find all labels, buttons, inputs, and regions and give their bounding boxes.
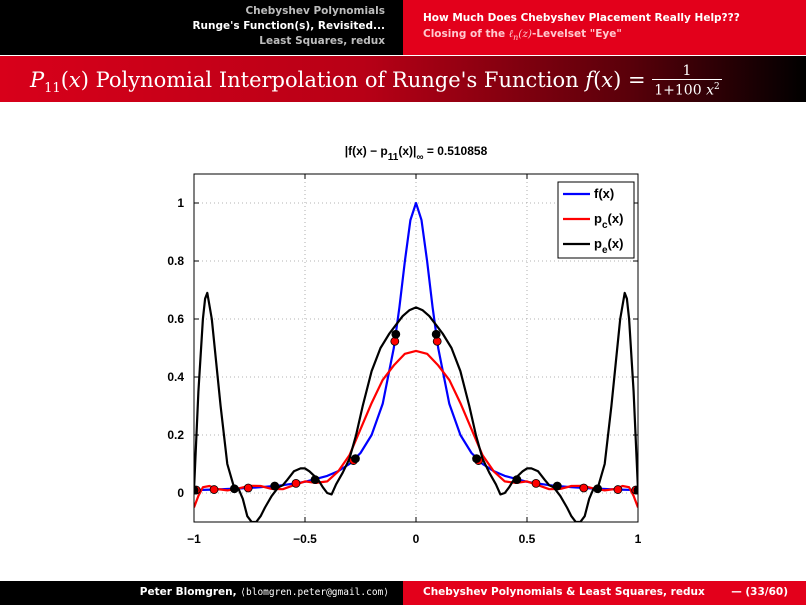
interpolation-node [531,479,541,488]
interpolation-node [593,484,603,494]
interpolation-node [310,475,320,485]
nav-item-chebyshev-polynomials[interactable]: Chebyshev Polynomials [245,5,385,17]
y-tick-label: 0 [177,486,184,500]
interpolation-node [291,479,301,488]
y-tick-label: 0.8 [167,254,184,268]
frame-title-bar: P11(x) Polynomial Interpolation of Runge… [0,56,806,102]
interpolation-node [552,481,562,491]
series-line [194,291,638,522]
footer-course-block: Chebyshev Polynomials & Least Squares, r… [403,581,806,605]
legend-label: pe(x) [594,236,623,256]
interpolation-node [431,329,441,339]
x-tick-label: −0.5 [293,532,317,546]
x-tick-label: 1 [635,532,642,546]
footer-email[interactable]: ⟨blomgren.peter@gmail.com⟩ [240,587,389,598]
interpolation-node [633,485,638,495]
y-tick-label: 0.4 [167,370,184,384]
interpolation-node [194,485,199,495]
chart-title: |f(x) − p11(x)|∞ = 0.510858 [345,144,488,163]
footer-author-block: Peter Blomgren, ⟨blomgren.peter@gmail.co… [0,581,403,605]
y-tick-label: 0.6 [167,312,184,326]
y-tick-label: 1 [177,196,184,210]
chart-svg: −1 −0.5 0 0.5 1 0 0.2 0.4 0.6 0.8 1 |f(x) − p11(x)|… [167,144,642,546]
series-line [194,349,638,508]
legend-label: f(x) [594,186,614,201]
interpolation-node [229,484,239,494]
footer-author: Peter Blomgren, ⟨blomgren.peter@gmail.co… [139,586,389,598]
nav-item-runges-function[interactable]: Runge's Function(s), Revisited... [192,20,385,32]
slide-footer: Peter Blomgren, ⟨blomgren.peter@gmail.co… [0,581,806,605]
y-tick-label: 0.2 [167,428,184,442]
legend: f(x) pc(x) pe(x) [557,181,635,259]
slide-header: Chebyshev Polynomials Runge's Function(s… [0,0,806,55]
interpolation-node [579,483,589,493]
interpolation-node [351,454,360,464]
interpolation-node [270,481,280,491]
interpolation-node [512,475,522,485]
header-section: How Much Does Chebyshev Placement Really… [403,0,806,55]
interpolation-node [391,329,401,339]
plot-content [194,201,638,522]
chart: −1 −0.5 0 0.5 1 0 0.2 0.4 0.6 0.8 1 |f(x) − p11(x)|… [0,102,806,582]
x-tick-label: −1 [187,532,201,546]
interpolation-node [243,483,253,493]
interpolation-node [472,454,481,464]
interpolation-node [209,485,219,494]
frame-title: P11(x) Polynomial Interpolation of Runge… [30,63,722,99]
interpolation-node [613,485,623,494]
x-tick-label: 0 [413,532,420,546]
header-navigation: Chebyshev Polynomials Runge's Function(s… [0,0,403,55]
x-tick-label: 0.5 [519,532,536,546]
footer-page-number: — (33/60) [731,586,788,598]
section-title[interactable]: How Much Does Chebyshev Placement Really… [423,12,740,24]
footer-course: Chebyshev Polynomials & Least Squares, r… [423,586,705,598]
subsection-title[interactable]: Closing of the ℓn(z)-Levelset "Eye" [423,28,622,43]
nav-item-least-squares[interactable]: Least Squares, redux [259,35,385,47]
legend-label: pc(x) [594,211,623,231]
